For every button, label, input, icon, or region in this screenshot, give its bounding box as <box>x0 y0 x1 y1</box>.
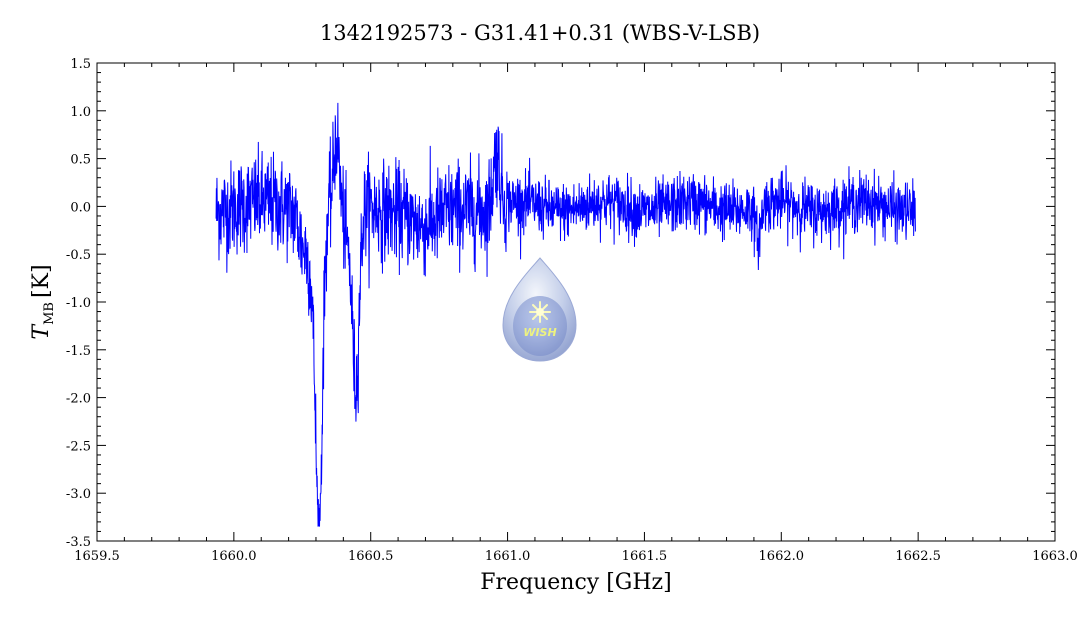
y-axis-unit: [K] <box>29 264 54 298</box>
orb-icon <box>513 296 567 356</box>
plot-frame <box>96 62 1056 542</box>
x-ticks: 1659.5 1660.0 1660.5 1661.0 1661.5 1662.0 1662… <box>74 63 1078 564</box>
y-ticks: -3.5 -3.0 -2.5 -2.0 -1.5 -1.0 -0.5 0.0 0.5 1.0 1.5 <box>66 57 1055 550</box>
spectrum-line <box>215 102 916 527</box>
y-tick-label: 1.0 <box>70 105 91 120</box>
wish-logo: WISH <box>502 257 577 362</box>
y-tick-label: -3.0 <box>66 487 91 502</box>
series-layer <box>215 102 916 527</box>
y-axis-symbol: T <box>29 323 54 340</box>
x-tick-label: 1661.0 <box>485 549 531 564</box>
chart-title: 1342192573 - G31.41+0.31 (WBS-V-LSB) <box>320 21 760 45</box>
y-axis-label: TMB [K] <box>29 264 57 339</box>
y-tick-label: 0.5 <box>70 153 91 168</box>
y-tick-label: 0.0 <box>70 200 91 215</box>
y-tick-label: -2.0 <box>66 392 91 407</box>
y-tick-label: -1.0 <box>66 296 91 311</box>
x-axis-label: Frequency [GHz] <box>480 570 672 595</box>
x-tick-label: 1662.5 <box>895 549 941 564</box>
y-tick-label: -0.5 <box>66 248 91 263</box>
x-tick-label: 1663.0 <box>1032 549 1078 564</box>
x-tick-label: 1660.5 <box>348 549 394 564</box>
y-axis-title: TMB [K] <box>29 264 57 339</box>
y-tick-label: -3.5 <box>66 535 91 550</box>
x-axis-title: Frequency [GHz] <box>480 570 672 595</box>
x-tick-label: 1660.0 <box>211 549 257 564</box>
star-core-icon <box>536 308 544 316</box>
y-axis-subscript: MB <box>42 302 57 325</box>
x-tick-label: 1661.5 <box>622 549 668 564</box>
x-tick-label: 1659.5 <box>74 549 120 564</box>
y-tick-label: 1.5 <box>70 57 91 72</box>
logo-text: WISH <box>523 326 556 339</box>
x-tick-label: 1662.0 <box>759 549 805 564</box>
y-tick-label: -2.5 <box>66 439 91 454</box>
plot-area: 1659.5 1660.0 1660.5 1661.0 1661.5 1662.0 1662… <box>66 57 1078 564</box>
y-tick-label: -1.5 <box>66 344 91 359</box>
